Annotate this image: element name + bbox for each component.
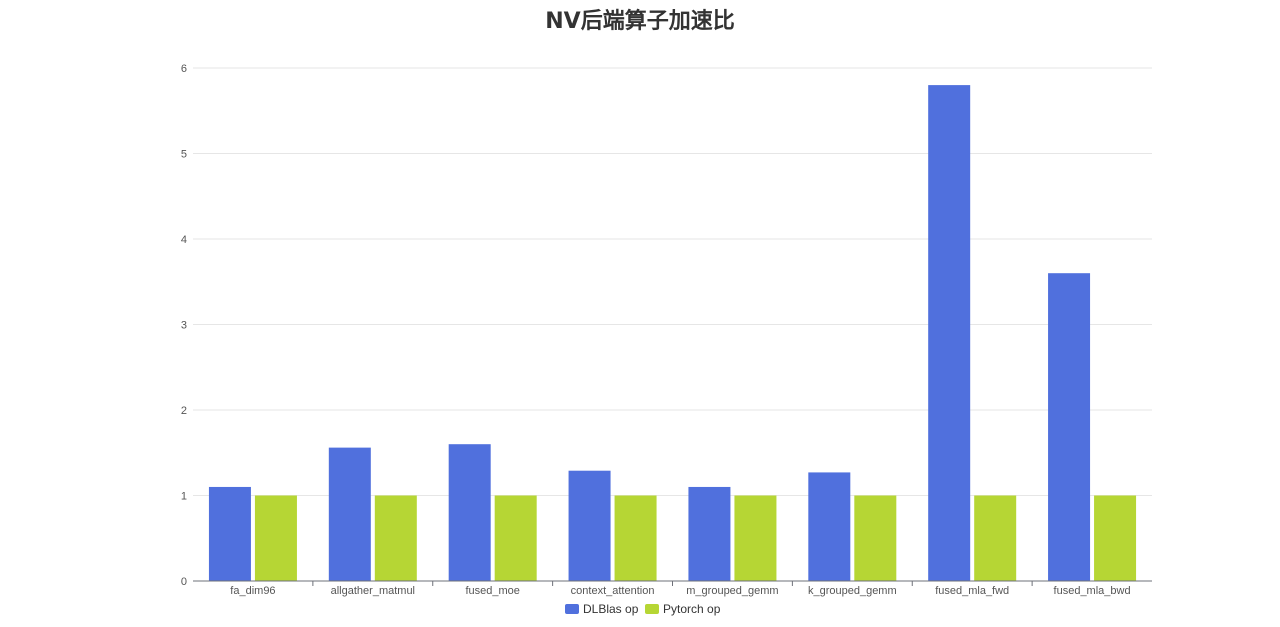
bar-pytorch-fused-mla-bwd[interactable] bbox=[1094, 495, 1137, 582]
y-tick-label: 0 bbox=[181, 576, 187, 588]
y-tick-label: 5 bbox=[181, 149, 187, 161]
x-tick-label: fa_dim96 bbox=[230, 585, 275, 597]
x-tick-label: fused_mla_fwd bbox=[935, 585, 1009, 597]
x-tick-label: context_attention bbox=[571, 585, 655, 597]
legend-swatch bbox=[565, 604, 579, 614]
x-tick-label: allgather_matmul bbox=[331, 585, 415, 597]
y-tick-label: 6 bbox=[181, 63, 187, 75]
bar-dlblas-k-grouped-gemm[interactable] bbox=[808, 472, 851, 581]
bar-dlblas-m-grouped-gemm[interactable] bbox=[688, 486, 731, 581]
bar-pytorch-fused-moe[interactable] bbox=[494, 495, 537, 582]
x-tick-label: fused_mla_bwd bbox=[1054, 585, 1131, 597]
bar-dlblas-fused-mla-fwd[interactable] bbox=[928, 85, 971, 581]
bar-pytorch-fa-dim96[interactable] bbox=[254, 495, 297, 582]
bar-pytorch-k-grouped-gemm[interactable] bbox=[854, 495, 897, 582]
legend-label: DLBlas op bbox=[583, 602, 639, 616]
x-tick-label: m_grouped_gemm bbox=[686, 585, 778, 597]
bar-pytorch-m-grouped-gemm[interactable] bbox=[734, 495, 777, 582]
bar-dlblas-context-attention[interactable] bbox=[568, 470, 611, 581]
legend-item-dlblas[interactable]: DLBlas op bbox=[565, 602, 639, 616]
bar-dlblas-allgather-matmul[interactable] bbox=[328, 447, 371, 581]
bar-pytorch-fused-mla-fwd[interactable] bbox=[974, 495, 1017, 582]
y-tick-label: 1 bbox=[181, 491, 187, 503]
x-tick-label: fused_moe bbox=[465, 585, 519, 597]
legend-swatch bbox=[645, 604, 659, 614]
legend-item-pytorch[interactable]: Pytorch op bbox=[645, 602, 721, 616]
axis-layer: 0 1 2 3 4 5 6 fa_dim96 allgather_matmul fused_moe… bbox=[181, 63, 1152, 597]
y-tick-label: 2 bbox=[181, 405, 187, 417]
bar-dlblas-fused-moe[interactable] bbox=[448, 444, 491, 581]
chart-title: NV后端算子加速比 bbox=[545, 8, 734, 34]
bar-dlblas-fa-dim96[interactable] bbox=[208, 486, 251, 581]
bar-pytorch-allgather-matmul[interactable] bbox=[374, 495, 417, 582]
legend[interactable]: DLBlas op Pytorch op bbox=[565, 602, 721, 616]
y-tick-label: 3 bbox=[181, 320, 187, 332]
bar-pytorch-context-attention[interactable] bbox=[614, 495, 657, 582]
bar-dlblas-fused-mla-bwd[interactable] bbox=[1048, 273, 1091, 581]
grid-layer bbox=[193, 67, 1152, 496]
y-tick-label: 4 bbox=[181, 234, 187, 246]
legend-label: Pytorch op bbox=[663, 602, 721, 616]
x-tick-label: k_grouped_gemm bbox=[808, 585, 897, 597]
bar-layer bbox=[208, 85, 1137, 582]
